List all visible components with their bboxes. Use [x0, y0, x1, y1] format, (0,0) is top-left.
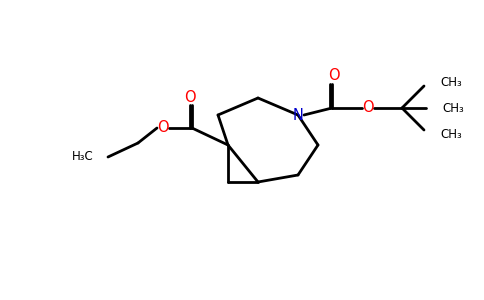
- Text: CH₃: CH₃: [440, 76, 462, 88]
- Text: O: O: [362, 100, 374, 116]
- Text: CH₃: CH₃: [440, 128, 462, 140]
- Text: CH₃: CH₃: [442, 101, 464, 115]
- Text: H₃C: H₃C: [72, 151, 94, 164]
- Text: N: N: [292, 107, 303, 122]
- Text: O: O: [328, 68, 340, 83]
- Text: O: O: [157, 121, 169, 136]
- Text: O: O: [184, 89, 196, 104]
